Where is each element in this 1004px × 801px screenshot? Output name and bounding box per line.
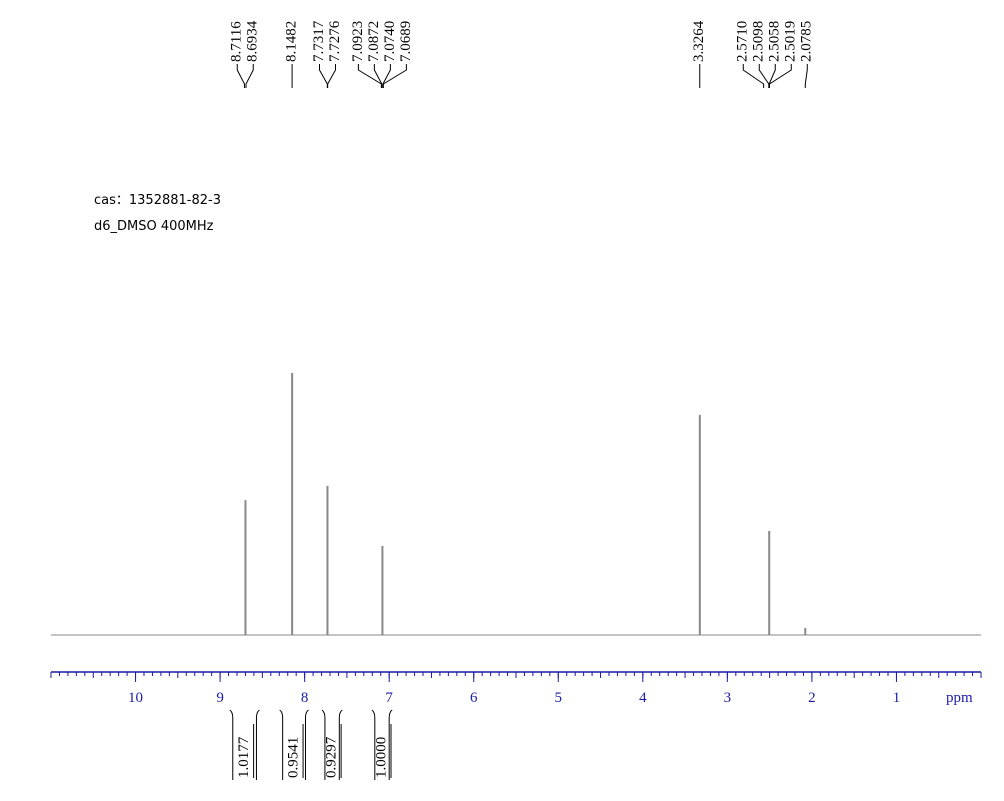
- peak-label: 2.5019: [783, 21, 799, 62]
- peak-label: 2.0785: [799, 21, 815, 62]
- x-tick-label: 10: [128, 690, 143, 706]
- peak-label-leader: [382, 64, 391, 88]
- integral-label: 0.9297: [324, 736, 340, 778]
- integral-label: 1.0000: [373, 737, 389, 778]
- x-tick-label: 6: [470, 690, 478, 706]
- x-tick-label: 9: [216, 690, 224, 706]
- peak-label: 3.3264: [691, 20, 707, 62]
- peak-label: 7.0923: [350, 21, 366, 62]
- annotation: cas：1352881-82-3: [94, 193, 221, 208]
- peak-label: 2.5098: [751, 21, 767, 62]
- peak-label-leader: [373, 64, 383, 88]
- peak-label-leader: [768, 64, 792, 88]
- x-tick-label: 5: [555, 690, 563, 706]
- x-tick-label: 7: [385, 690, 393, 706]
- peak-label: 7.0689: [398, 21, 414, 62]
- peak-label: 8.6934: [245, 20, 261, 62]
- peak-label: 7.0740: [382, 21, 398, 62]
- x-tick-label: 4: [639, 690, 647, 706]
- x-tick-label: 2: [808, 690, 816, 706]
- integral-label: 1.0177: [236, 736, 252, 778]
- peak-label-leader: [245, 64, 254, 88]
- x-axis-label: ppm: [946, 690, 973, 706]
- minor-ticks: [50, 672, 982, 678]
- peak-label-leader: [318, 64, 328, 88]
- integral-bracket: [371, 709, 393, 780]
- peak-label-leader: [742, 64, 765, 88]
- peak-label-leader: [768, 64, 776, 88]
- peak-label-leader: [382, 64, 407, 88]
- peak-label-leader: [236, 64, 245, 88]
- annotation: d6_DMSO 400MHz: [94, 219, 214, 234]
- integral-bracket: [229, 709, 260, 780]
- peak-label: 7.7317: [311, 20, 327, 62]
- peak-label: 8.7116: [229, 21, 245, 62]
- x-tick-label: 8: [301, 690, 309, 706]
- peak-label: 2.5710: [735, 21, 751, 62]
- x-tick-label: 3: [724, 690, 732, 706]
- x-tick-label: 1: [893, 690, 901, 706]
- peak-label-leader: [327, 64, 336, 88]
- peak-label-leader: [804, 64, 808, 88]
- peak-label: 7.0872: [366, 21, 382, 62]
- peak-label: 2.5058: [767, 21, 783, 62]
- peak-label: 7.7276: [327, 20, 343, 62]
- integral-bracket: [279, 709, 309, 780]
- peak-label: 8.1482: [284, 21, 300, 62]
- integral-label: 0.9541: [286, 737, 302, 778]
- integral-bracket: [321, 709, 343, 780]
